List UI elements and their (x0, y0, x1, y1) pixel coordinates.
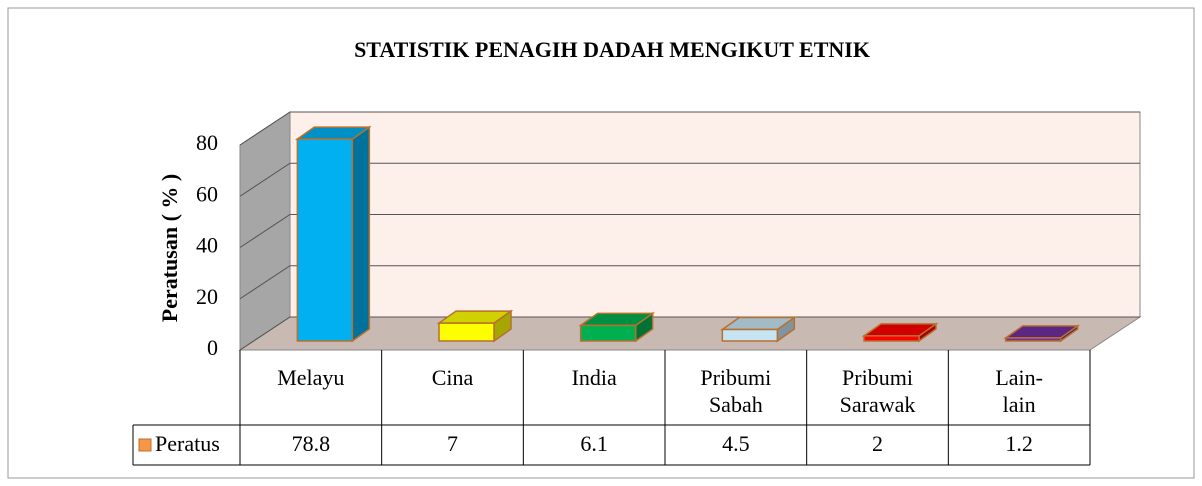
bar-front (438, 322, 495, 342)
bar (578, 311, 656, 343)
data-table-value: 6.1 (580, 431, 608, 456)
bar-front (721, 328, 779, 342)
bar (1003, 324, 1081, 343)
data-table-value: 78.8 (292, 431, 331, 456)
bar-side (351, 125, 371, 343)
bar (861, 322, 939, 343)
grid-line (239, 316, 1140, 351)
grid-line (239, 214, 1140, 248)
legend-swatch (138, 438, 152, 452)
legend-label: Peratus (155, 431, 220, 456)
chart-title: STATISTIK PENAGIH DADAH MENGIKUT ETNIK (354, 37, 870, 62)
x-tick-label: Pribumi (842, 365, 913, 390)
x-tick-label: Sarawak (840, 392, 916, 417)
grid-line (239, 111, 1140, 146)
grid-line (239, 162, 1140, 197)
bar-front (1004, 337, 1062, 342)
data-table-value: 7 (447, 431, 458, 456)
bar-front (579, 324, 637, 342)
x-tick-label: lain (1003, 392, 1036, 417)
y-tick-label: 0 (207, 335, 218, 360)
y-tick-label: 20 (196, 284, 218, 309)
bar (719, 316, 797, 343)
x-tick-label: Cina (432, 365, 474, 390)
y-tick-label: 80 (196, 130, 218, 155)
x-tick-label: Lain- (995, 365, 1043, 390)
x-tick-label: Sabah (709, 392, 763, 417)
bar-front (296, 138, 354, 342)
x-tick-label: Melayu (277, 365, 344, 390)
y-tick-label: 60 (196, 181, 218, 206)
bar-front (863, 335, 920, 342)
bar (436, 309, 514, 343)
x-tick-label: India (572, 365, 617, 390)
y-axis-label: Peratusan ( % ) (157, 174, 182, 322)
data-table-value: 1.2 (1005, 431, 1033, 456)
bar (294, 125, 372, 343)
data-table-value: 4.5 (722, 431, 750, 456)
y-tick-label: 40 (196, 233, 218, 258)
data-table-value: 2 (872, 431, 883, 456)
grid-line (239, 265, 1140, 300)
floor (238, 316, 1142, 351)
x-tick-label: Pribumi (700, 365, 771, 390)
